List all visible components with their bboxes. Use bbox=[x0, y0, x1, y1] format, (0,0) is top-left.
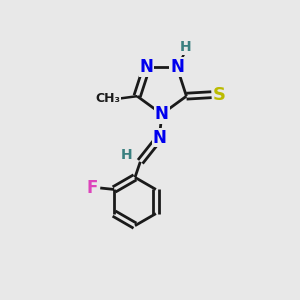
Text: N: N bbox=[170, 58, 184, 76]
Text: H: H bbox=[180, 40, 192, 55]
Text: S: S bbox=[213, 86, 226, 104]
Text: N: N bbox=[152, 129, 167, 147]
Text: H: H bbox=[121, 148, 133, 162]
Text: F: F bbox=[87, 179, 98, 197]
Text: CH₃: CH₃ bbox=[95, 92, 120, 105]
Text: N: N bbox=[140, 58, 154, 76]
Text: N: N bbox=[155, 105, 169, 123]
